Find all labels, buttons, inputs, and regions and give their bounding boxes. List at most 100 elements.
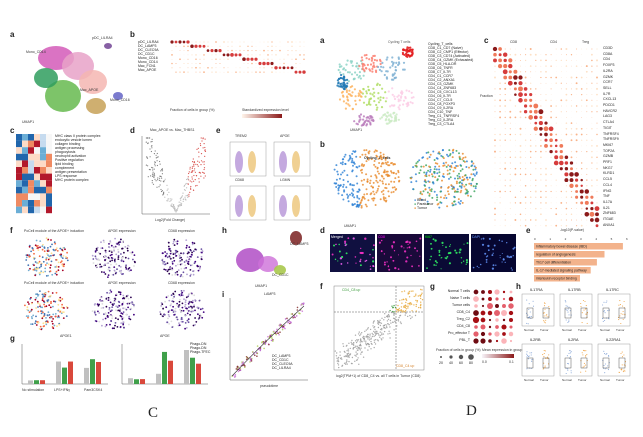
legend-item: Treg_C3_CTLA4 — [428, 122, 455, 126]
signal-dot — [410, 254, 412, 257]
box-xtick: Tumor — [616, 378, 625, 382]
cell-point — [107, 262, 110, 264]
go-term: phagocytosis — [55, 150, 76, 154]
dot — [515, 128, 516, 130]
dot — [575, 178, 579, 182]
volcano-point — [198, 151, 200, 153]
dot — [561, 54, 562, 55]
tissue-point — [428, 174, 431, 177]
heat-cell — [46, 180, 52, 187]
dot — [519, 225, 522, 227]
scatter-point — [388, 324, 390, 326]
legend-item: Treg_C1_TNFRSF4 — [428, 114, 460, 118]
dot — [494, 162, 496, 164]
volcano-point — [168, 191, 170, 193]
signal-dot — [338, 250, 341, 253]
tissue-point — [366, 193, 368, 195]
cell-point — [122, 311, 125, 313]
dot — [591, 48, 593, 50]
dot — [540, 59, 542, 62]
dot — [535, 207, 537, 210]
dot — [529, 93, 533, 97]
dot — [529, 65, 532, 67]
cell-point — [194, 309, 196, 312]
dot — [271, 41, 273, 43]
feature-label-6: CD68 expression — [168, 281, 195, 285]
scatter-point — [360, 339, 362, 342]
cell-point — [60, 256, 63, 258]
tcell-point — [372, 54, 375, 58]
marker-label: CCR7 — [603, 80, 613, 85]
box-point — [585, 354, 587, 357]
box-point — [604, 368, 606, 370]
dot — [509, 202, 511, 204]
tcell-point — [338, 98, 342, 101]
signal-dot — [449, 244, 451, 246]
dot — [575, 133, 578, 136]
scatter-point — [343, 350, 346, 353]
scatter-point — [399, 311, 402, 313]
cell-point — [115, 294, 117, 297]
scatter-point — [367, 349, 369, 351]
tcell-point — [358, 93, 361, 96]
go-term: LPS response — [55, 174, 77, 178]
signal-dot — [512, 247, 515, 250]
heat-cell — [40, 140, 46, 148]
tissue-point — [454, 161, 457, 164]
signal-dot — [460, 262, 463, 264]
volcano-point — [199, 172, 202, 174]
tissue-point — [461, 176, 464, 178]
legend-item: DC_LAMP3 — [272, 354, 291, 358]
box-point — [624, 361, 627, 363]
volcano-point — [187, 183, 189, 185]
cell-point — [122, 307, 124, 310]
cell-point — [32, 268, 35, 271]
dot — [499, 173, 501, 176]
tissue-point — [342, 179, 345, 181]
cell-point — [130, 269, 132, 272]
cell-point — [44, 305, 46, 308]
signal-dot — [501, 252, 503, 255]
dot — [504, 213, 506, 215]
cell-point — [196, 264, 199, 267]
scatter-point — [373, 330, 375, 333]
dot — [535, 59, 537, 62]
scatter-point — [421, 292, 423, 294]
tcell-point — [410, 54, 413, 57]
dot — [183, 45, 185, 48]
dot — [514, 202, 517, 204]
volcano-point — [204, 175, 206, 177]
cell-point — [182, 309, 185, 312]
signal-dot — [448, 262, 451, 265]
tissue-point — [441, 175, 444, 178]
dot — [291, 50, 293, 52]
volcano-point — [183, 198, 185, 200]
box-xtick: Tumor — [578, 378, 587, 382]
cell-point — [99, 300, 102, 302]
cell-point — [197, 269, 200, 272]
volcano-point — [167, 188, 169, 190]
volcano-point — [156, 160, 158, 162]
marker-label: ANXA1 — [603, 222, 615, 227]
violin — [235, 195, 243, 217]
signal-dot — [403, 247, 405, 249]
tissue-point — [470, 160, 473, 163]
scatter-xlabel: log2(TPM+1) of CD8_C4 vs. all T cells in… — [336, 374, 421, 378]
tissue-point — [455, 182, 458, 185]
scatter-point — [419, 295, 421, 297]
cell-point — [51, 273, 54, 276]
tissue-point — [450, 184, 453, 187]
box-point — [527, 356, 529, 358]
tcell-point — [397, 61, 401, 64]
dot — [549, 138, 553, 143]
dot — [525, 54, 527, 56]
tissue-point — [347, 195, 350, 198]
scatter-point — [351, 356, 354, 359]
tissue-point — [439, 201, 442, 204]
cell-point — [108, 298, 111, 301]
dot — [591, 128, 593, 130]
dot — [495, 304, 499, 308]
cell-point — [117, 258, 120, 260]
tcell-point — [343, 84, 346, 87]
cell-point — [201, 307, 204, 310]
